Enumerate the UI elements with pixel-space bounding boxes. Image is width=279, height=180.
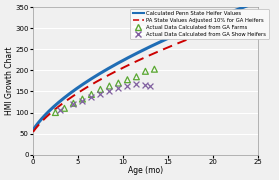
Point bbox=[71, 102, 76, 105]
Point bbox=[116, 87, 121, 90]
Legend: Calculated Penn State Heifer Values, PA State Values Adjusted 10% for GA Heifers: Calculated Penn State Heifer Values, PA … bbox=[130, 8, 269, 39]
Point bbox=[125, 78, 130, 81]
Point bbox=[134, 75, 139, 78]
Point bbox=[107, 85, 112, 87]
Point bbox=[125, 85, 130, 87]
Point bbox=[58, 109, 62, 112]
Point bbox=[143, 84, 148, 87]
Point bbox=[80, 98, 85, 100]
Point bbox=[71, 103, 76, 105]
Point bbox=[134, 83, 139, 86]
Point bbox=[80, 99, 85, 102]
Point bbox=[89, 96, 94, 98]
X-axis label: Age (mo): Age (mo) bbox=[128, 166, 163, 175]
Point bbox=[98, 88, 103, 91]
Point bbox=[148, 85, 152, 87]
Point bbox=[98, 92, 103, 95]
Y-axis label: HMI Growth Chart: HMI Growth Chart bbox=[5, 47, 14, 115]
Point bbox=[53, 111, 58, 114]
Point bbox=[107, 89, 112, 92]
Point bbox=[116, 82, 121, 85]
Point bbox=[89, 93, 94, 96]
Point bbox=[143, 70, 148, 73]
Point bbox=[62, 107, 67, 110]
Point bbox=[152, 68, 157, 71]
